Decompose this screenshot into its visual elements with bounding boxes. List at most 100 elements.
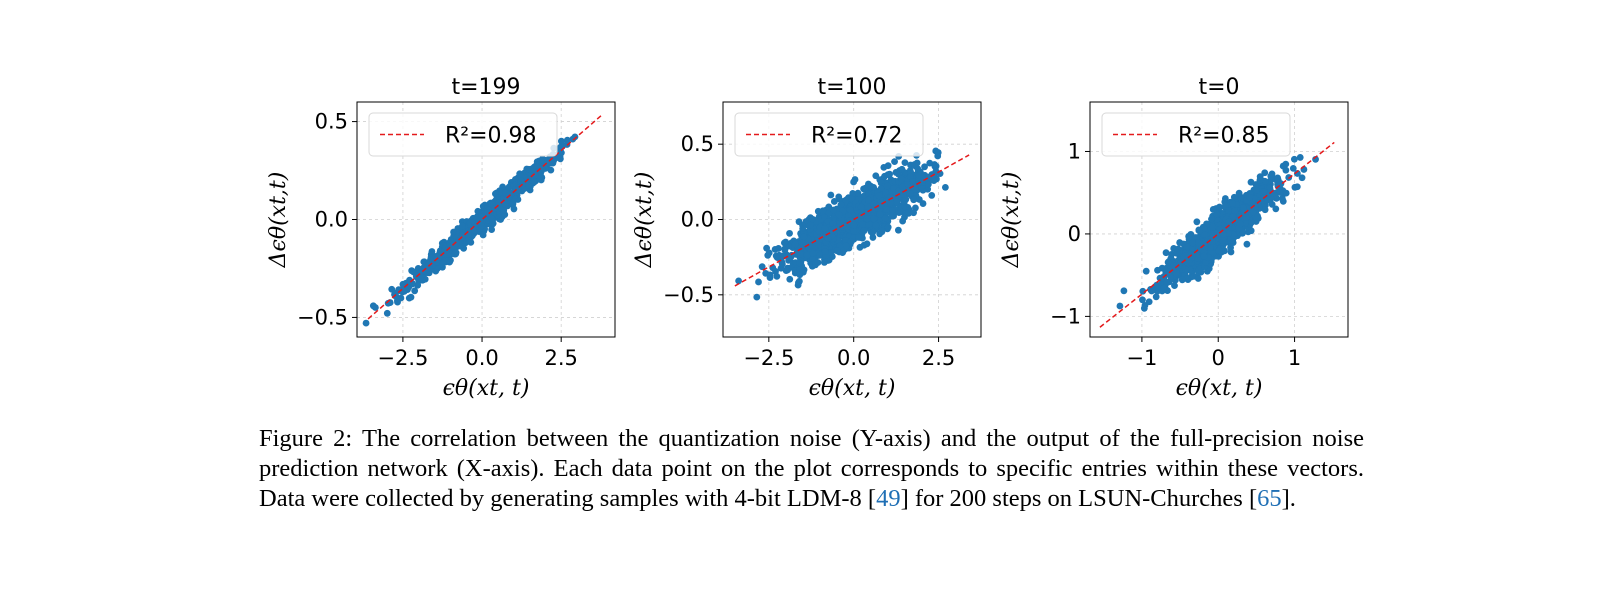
data-point bbox=[898, 175, 906, 183]
data-point bbox=[1200, 231, 1208, 238]
y-tick-label: −1 bbox=[1050, 304, 1081, 328]
data-point bbox=[842, 237, 849, 244]
data-point bbox=[1278, 195, 1286, 202]
data-point bbox=[1209, 238, 1216, 245]
panel-title: t=199 bbox=[451, 75, 520, 100]
x-tick-label: 0 bbox=[1212, 346, 1225, 370]
data-point bbox=[894, 226, 902, 234]
data-point bbox=[910, 196, 918, 204]
data-point bbox=[928, 192, 936, 199]
data-point bbox=[901, 159, 909, 167]
data-point bbox=[791, 240, 799, 248]
data-point bbox=[484, 209, 492, 217]
data-point bbox=[1230, 193, 1238, 201]
panel-title: t=0 bbox=[1198, 75, 1239, 100]
data-point bbox=[878, 227, 886, 235]
data-point bbox=[863, 215, 871, 223]
data-point bbox=[819, 207, 827, 215]
data-point bbox=[893, 198, 901, 206]
data-point bbox=[796, 271, 804, 279]
y-axis-label: Δϵθ(xt,t) bbox=[266, 172, 291, 269]
data-point bbox=[904, 180, 912, 188]
data-point bbox=[1246, 193, 1254, 201]
data-point bbox=[842, 196, 850, 204]
data-point bbox=[383, 309, 391, 317]
data-point bbox=[1261, 169, 1269, 177]
data-point bbox=[556, 155, 564, 163]
data-point bbox=[394, 298, 401, 306]
data-point bbox=[1163, 278, 1171, 286]
citation-link-49[interactable]: 49 bbox=[876, 485, 901, 512]
x-tick-label: −2.5 bbox=[377, 346, 428, 370]
data-point bbox=[887, 199, 895, 207]
data-point bbox=[1282, 166, 1290, 174]
data-point bbox=[934, 149, 942, 156]
data-point bbox=[850, 227, 858, 235]
caption-text-2: ] for 200 steps on LSUN-Churches [ bbox=[900, 485, 1258, 512]
data-point bbox=[1207, 243, 1214, 251]
x-tick-label: −2.5 bbox=[743, 346, 794, 370]
data-point bbox=[762, 269, 770, 277]
data-point bbox=[758, 263, 766, 271]
data-point bbox=[1171, 282, 1178, 290]
data-point bbox=[865, 221, 873, 228]
data-point bbox=[1296, 154, 1304, 161]
data-point bbox=[854, 189, 862, 197]
data-point bbox=[1242, 219, 1250, 227]
data-point bbox=[1282, 160, 1290, 168]
caption-text-1: Figure 2: The correlation between the qu… bbox=[259, 425, 1364, 512]
figure-caption: Figure 2: The correlation between the qu… bbox=[259, 424, 1364, 514]
data-point bbox=[1293, 170, 1301, 177]
x-tick-label: −1 bbox=[1126, 346, 1157, 370]
legend-box bbox=[1101, 112, 1291, 157]
data-point bbox=[888, 206, 896, 214]
data-point bbox=[850, 221, 858, 229]
x-axis-label: ϵθ(xt, t) bbox=[443, 376, 530, 401]
data-point bbox=[914, 165, 922, 173]
citation-link-65[interactable]: 65 bbox=[1257, 485, 1282, 512]
data-point bbox=[1194, 239, 1202, 247]
data-point bbox=[921, 163, 928, 171]
data-point bbox=[1139, 296, 1146, 304]
data-point bbox=[803, 251, 811, 259]
data-point bbox=[827, 191, 835, 199]
data-point bbox=[388, 285, 396, 293]
data-point bbox=[1142, 267, 1150, 275]
data-point bbox=[1116, 302, 1124, 310]
data-point bbox=[809, 249, 817, 257]
data-point bbox=[900, 198, 908, 206]
data-point bbox=[784, 264, 792, 272]
data-point bbox=[820, 259, 828, 266]
data-point bbox=[488, 226, 496, 233]
data-point bbox=[531, 171, 539, 179]
data-point bbox=[1276, 189, 1284, 196]
data-point bbox=[735, 277, 743, 285]
data-point bbox=[411, 287, 419, 295]
data-point bbox=[1242, 213, 1250, 221]
data-point bbox=[1225, 230, 1233, 237]
data-point bbox=[829, 206, 837, 214]
data-point bbox=[1160, 265, 1168, 273]
data-point bbox=[1164, 258, 1172, 266]
data-point bbox=[780, 239, 788, 247]
legend: R²=0.72 bbox=[734, 112, 924, 157]
data-point bbox=[416, 275, 424, 282]
data-point bbox=[1220, 230, 1227, 238]
data-point bbox=[495, 199, 503, 207]
legend-label: R²=0.98 bbox=[445, 124, 537, 149]
data-point bbox=[1187, 250, 1195, 257]
data-point bbox=[926, 159, 934, 167]
y-tick-label: 0.0 bbox=[681, 208, 714, 232]
x-tick-label: 2.5 bbox=[922, 346, 955, 370]
data-point bbox=[1193, 218, 1201, 226]
data-point bbox=[1272, 205, 1280, 213]
data-point bbox=[400, 287, 408, 295]
data-point bbox=[1229, 213, 1237, 221]
data-point bbox=[1221, 195, 1229, 202]
scatter-points bbox=[735, 147, 949, 301]
data-point bbox=[884, 162, 892, 170]
data-point bbox=[537, 172, 544, 180]
data-point bbox=[775, 245, 782, 252]
data-point bbox=[1160, 284, 1168, 292]
legend: R²=0.98 bbox=[368, 112, 558, 157]
